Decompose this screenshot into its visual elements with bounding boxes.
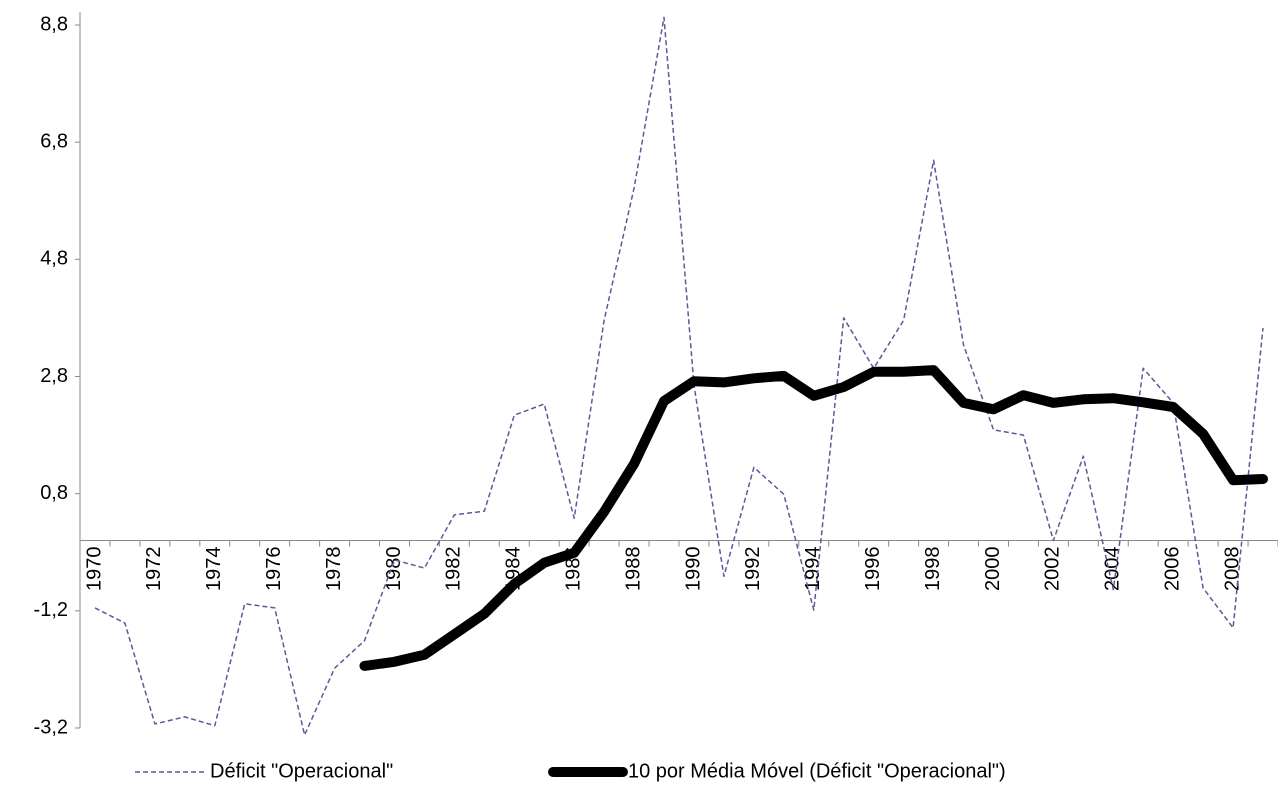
y-tick-label: 8,8 [40, 13, 68, 35]
legend-label: 10 por Média Móvel (Déficit "Operacional… [628, 760, 1006, 782]
x-tick-label: 1976 [263, 547, 285, 592]
x-tick-label: 1990 [682, 547, 704, 592]
x-tick-label: 1992 [742, 547, 764, 592]
x-tick-label: 2008 [1221, 547, 1243, 592]
x-tick-label: 1982 [443, 547, 465, 592]
x-tick-label: 1970 [83, 547, 105, 592]
x-tick-label: 2006 [1161, 547, 1183, 592]
legend-label: Déficit "Operacional" [210, 760, 393, 782]
y-tick-label: -3,2 [34, 716, 68, 738]
x-tick-label: 2002 [1042, 547, 1064, 592]
x-tick-label: 1988 [622, 547, 644, 592]
y-tick-label: 0,8 [40, 482, 68, 504]
series-line [94, 16, 1264, 736]
x-tick-label: 1998 [922, 547, 944, 592]
y-tick-label: -1,2 [34, 599, 68, 621]
x-tick-label: 1996 [862, 547, 884, 592]
x-tick-label: 1994 [802, 547, 824, 592]
y-tick-label: 4,8 [40, 248, 68, 270]
series-line [359, 365, 1268, 671]
y-tick-label: 6,8 [40, 130, 68, 152]
x-tick-label: 1972 [143, 547, 165, 592]
x-tick-label: 2004 [1102, 547, 1124, 592]
x-tick-label: 2000 [982, 547, 1004, 592]
x-tick-label: 1978 [323, 547, 345, 592]
x-tick-label: 1974 [203, 547, 225, 592]
x-tick-label: 1980 [383, 547, 405, 592]
y-tick-label: 2,8 [40, 365, 68, 387]
